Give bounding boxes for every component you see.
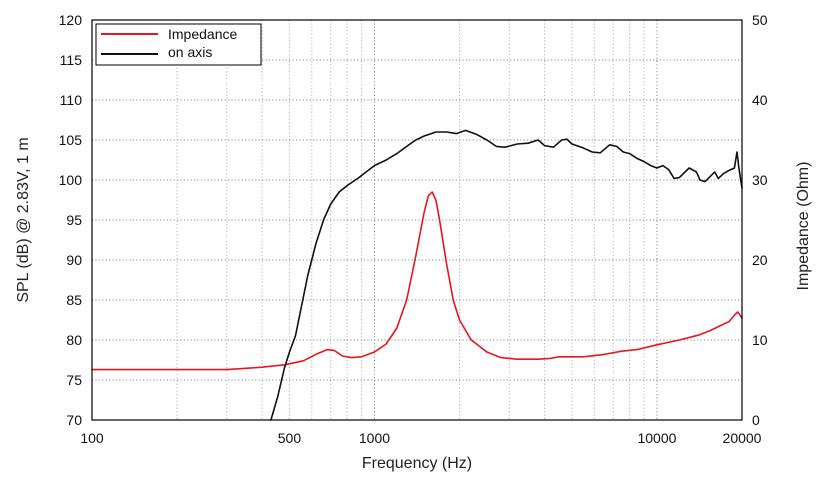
plot-frame xyxy=(91,19,743,421)
y-left-tick-label: 90 xyxy=(66,252,82,268)
y-left-tick-label: 115 xyxy=(60,52,83,68)
y-left-tick-label: 70 xyxy=(66,412,82,428)
y-left-tick-label: 110 xyxy=(60,92,83,108)
y-left-tick-label: 85 xyxy=(66,292,82,308)
legend-label-on-axis: on axis xyxy=(168,44,212,60)
y-right-tick-label: 20 xyxy=(752,252,768,268)
x-tick-label: 100 xyxy=(80,430,104,446)
x-tick-labels: 100 500 1000 10000 20000 xyxy=(80,430,761,446)
y-left-tick-labels: 70 75 80 85 90 95 100 105 110 115 120 xyxy=(59,12,83,428)
y-left-axis-label: SPL (dB) @ 2.83V, 1 m xyxy=(15,137,32,302)
legend-label-impedance: Impedance xyxy=(168,26,237,42)
y-left-tick-label: 120 xyxy=(59,12,83,28)
legend-box xyxy=(95,23,262,66)
y-right-tick-label: 40 xyxy=(752,92,768,108)
y-left-tick-label: 95 xyxy=(66,212,82,228)
legend: Impedance on axis xyxy=(95,23,262,66)
x-axis-label: Frequency (Hz) xyxy=(362,455,472,472)
y-right-tick-label: 10 xyxy=(752,332,768,348)
y-left-tick-label: 75 xyxy=(66,372,82,388)
series-layer xyxy=(91,129,743,421)
y-left-tick-label: 105 xyxy=(59,132,83,148)
x-tick-label: 1000 xyxy=(359,430,390,446)
y-left-tick-label: 80 xyxy=(66,332,82,348)
series-line-on-axis xyxy=(270,129,743,421)
y-right-tick-label: 50 xyxy=(752,12,768,28)
x-tick-label: 500 xyxy=(278,430,302,446)
y-right-tick-label: 0 xyxy=(752,412,760,428)
y-right-tick-labels: 0 10 20 30 40 50 xyxy=(752,12,768,428)
y-right-tick-label: 30 xyxy=(752,172,768,188)
y-right-axis-label: Impedance (Ohm) xyxy=(795,162,812,291)
x-tick-label: 10000 xyxy=(637,430,676,446)
y-left-tick-label: 100 xyxy=(59,172,83,188)
series-line-impedance xyxy=(91,191,743,371)
x-tick-label: 20000 xyxy=(723,430,762,446)
